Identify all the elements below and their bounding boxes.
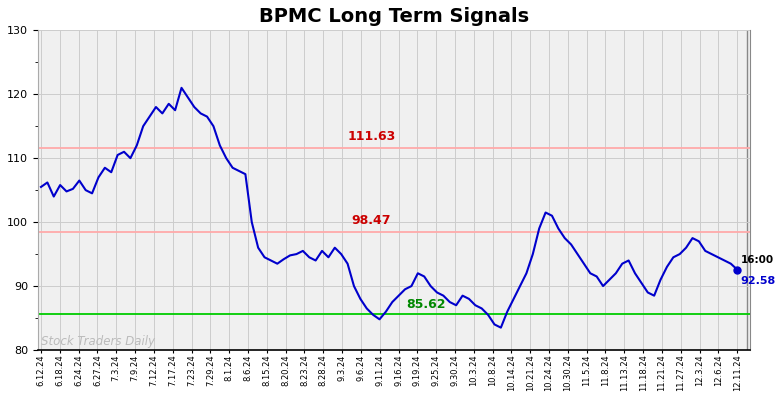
Text: 92.58: 92.58 bbox=[740, 276, 775, 286]
Text: 85.62: 85.62 bbox=[406, 298, 446, 311]
Text: 111.63: 111.63 bbox=[347, 130, 395, 143]
Text: 98.47: 98.47 bbox=[351, 215, 391, 227]
Title: BPMC Long Term Signals: BPMC Long Term Signals bbox=[259, 7, 529, 26]
Text: 16:00: 16:00 bbox=[740, 255, 774, 265]
Text: Stock Traders Daily: Stock Traders Daily bbox=[41, 335, 155, 348]
